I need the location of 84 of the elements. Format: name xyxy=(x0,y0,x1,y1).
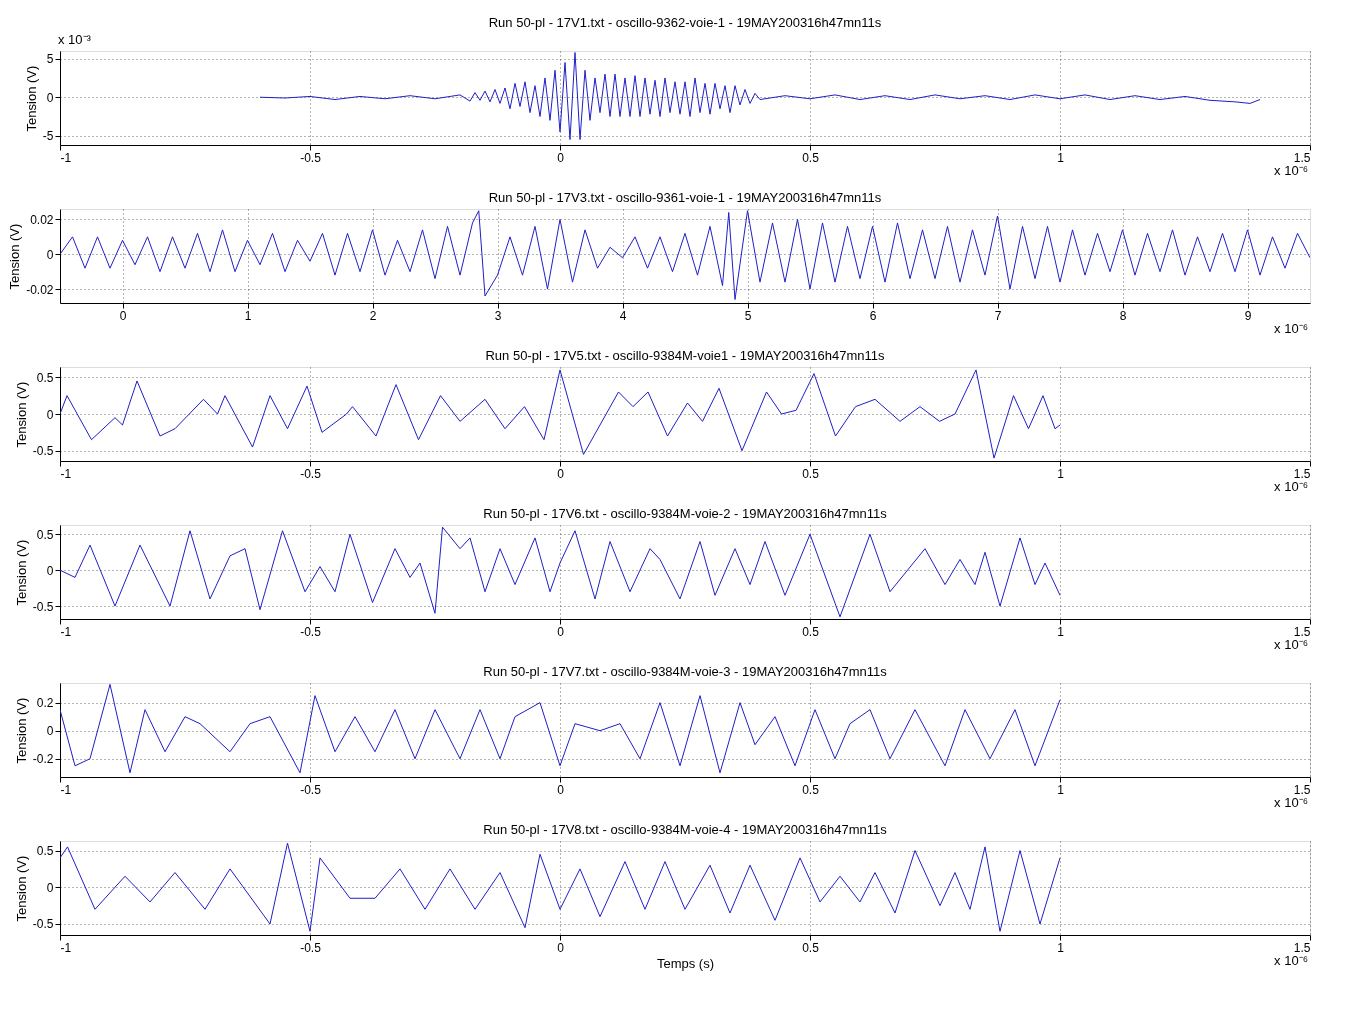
x-tick-label: 1 xyxy=(1057,782,1065,797)
y-tick-label: -0.5 xyxy=(32,917,54,932)
x-tick-label: 8 xyxy=(1119,308,1127,323)
chart-title: Run 50-pl - 17V8.txt - oscillo-9384M-voie-4 - 19MAY200316h47mn11s xyxy=(483,822,888,837)
x-tick-label: 0.5 xyxy=(802,466,820,481)
x-tick-label: 7 xyxy=(994,308,1002,323)
x-tick-label: -1 xyxy=(60,150,72,165)
x-tick-label: 1 xyxy=(244,308,252,323)
text: x 10⁻⁶ xyxy=(1274,163,1308,178)
x-tick-label: 1 xyxy=(1057,624,1065,639)
y-tick-label: 0.5 xyxy=(36,844,54,859)
x-tick-label: 1.5 xyxy=(1293,624,1311,639)
x-tick-label: -0.5 xyxy=(300,150,322,165)
chart-title: Run 50-pl - 17V7.txt - oscillo-9384M-voie-3 - 19MAY200316h47mn11s xyxy=(483,664,888,679)
x-tick-label: 4 xyxy=(619,308,627,323)
line-series xyxy=(60,369,1061,459)
x-tick-label: 1.5 xyxy=(1293,466,1311,481)
text: x 10⁻⁶ xyxy=(1274,953,1308,968)
x-axis-title: Temps (s) xyxy=(656,955,715,971)
y-tick-label: 0 xyxy=(46,563,54,578)
text: x 10⁻⁶ xyxy=(1274,321,1308,336)
y-tick-label: -0.5 xyxy=(32,444,54,459)
text: x 10⁻⁶ xyxy=(1274,479,1308,494)
y-tick-label: -0.5 xyxy=(32,599,54,614)
y-axis-title: Tension (V) xyxy=(13,381,29,448)
y-tick-label: 0.5 xyxy=(36,527,54,542)
x-tick-label: 0 xyxy=(557,150,565,165)
y-tick-label: 0 xyxy=(46,407,54,422)
x-tick-label: -0.5 xyxy=(300,940,322,955)
y-axis-title: Tension (V) xyxy=(13,539,29,606)
text: x 10⁻⁶ xyxy=(1274,795,1308,810)
line-series xyxy=(60,683,1061,774)
x-tick-label: 0 xyxy=(557,466,565,481)
text: x 10⁻³ xyxy=(58,32,92,47)
y-axis-title: Tension (V) xyxy=(7,223,23,290)
y-axis-title: Tension (V) xyxy=(23,65,39,132)
x-tick-label: -1 xyxy=(60,940,72,955)
y-tick-label: 0 xyxy=(46,90,54,105)
x-tick-label: 1 xyxy=(1057,150,1065,165)
x-tick-label: 1 xyxy=(1057,940,1065,955)
x-tick-label: 1.5 xyxy=(1293,940,1311,955)
line-series xyxy=(60,842,1061,932)
x-tick-label: 6 xyxy=(869,308,877,323)
line-series xyxy=(259,52,1261,141)
text: x 10⁻⁶ xyxy=(1274,637,1308,652)
y-tick-label: -0.2 xyxy=(32,752,54,767)
y-tick-label: 5 xyxy=(46,52,54,67)
x-tick-label: -1 xyxy=(60,782,72,797)
x-tick-label: 2 xyxy=(369,308,377,323)
chart-title: Run 50-pl - 17V3.txt - oscillo-9361-voie-1 - 19MAY200316h47mn11s xyxy=(488,190,882,205)
y-tick-label: -0.02 xyxy=(26,282,54,297)
chart-title: Run 50-pl - 17V5.txt - oscillo-9384M-voie1 - 19MAY200316h47mn11s xyxy=(485,348,886,363)
y-tick-label: 0.5 xyxy=(36,370,54,385)
x-tick-label: 5 xyxy=(744,308,752,323)
x-tick-label: 0.5 xyxy=(802,624,820,639)
x-tick-label: 1 xyxy=(1057,466,1065,481)
x-tick-label: -0.5 xyxy=(300,466,322,481)
y-tick-label: 0.2 xyxy=(36,696,54,711)
x-tick-label: 0 xyxy=(119,308,127,323)
x-tick-label: 0.5 xyxy=(802,782,820,797)
x-tick-label: 3 xyxy=(494,308,502,323)
x-tick-label: -1 xyxy=(60,624,72,639)
y-tick-label: -5 xyxy=(42,129,54,144)
x-tick-label: 1.5 xyxy=(1293,150,1311,165)
y-tick-label: 0.02 xyxy=(30,212,54,227)
x-tick-label: 1.5 xyxy=(1293,782,1311,797)
y-axis-title: Tension (V) xyxy=(13,697,29,764)
x-tick-label: -1 xyxy=(60,466,72,481)
x-tick-label: -0.5 xyxy=(300,624,322,639)
x-tick-label: 0 xyxy=(557,624,565,639)
y-axis-title: Tension (V) xyxy=(13,855,29,922)
x-tick-label: 0 xyxy=(557,940,565,955)
chart-title: Run 50-pl - 17V1.txt - oscillo-9362-voie-1 - 19MAY200316h47mn11s xyxy=(488,15,882,30)
x-tick-label: 0 xyxy=(557,782,565,797)
x-tick-label: -0.5 xyxy=(300,782,322,797)
y-tick-label: 0 xyxy=(46,724,54,739)
y-tick-label: 0 xyxy=(46,880,54,895)
x-tick-label: 0.5 xyxy=(802,940,820,955)
x-tick-label: 9 xyxy=(1244,308,1252,323)
chart-title: Run 50-pl - 17V6.txt - oscillo-9384M-voie-2 - 19MAY200316h47mn11s xyxy=(483,506,888,521)
y-tick-label: 0 xyxy=(46,247,54,262)
line-series xyxy=(60,210,1310,301)
x-tick-label: 0.5 xyxy=(802,150,820,165)
line-series xyxy=(60,526,1061,618)
